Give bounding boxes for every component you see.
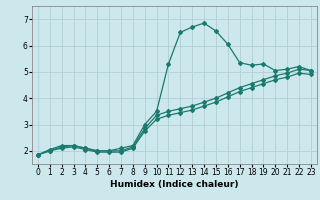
X-axis label: Humidex (Indice chaleur): Humidex (Indice chaleur) xyxy=(110,180,239,189)
